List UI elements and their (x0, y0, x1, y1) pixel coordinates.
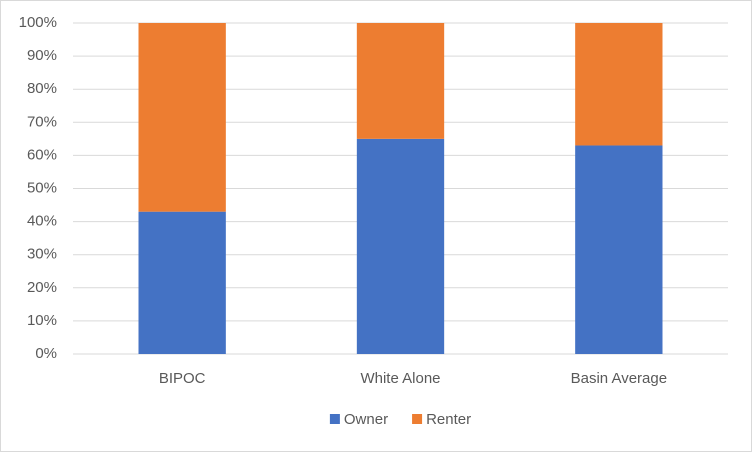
y-tick-label: 90% (27, 47, 57, 64)
y-tick-label: 40% (27, 213, 57, 230)
bar-segment (138, 23, 226, 212)
legend-swatch (329, 414, 340, 424)
legend-label: Owner (344, 411, 388, 428)
y-tick-label: 70% (27, 113, 57, 130)
bar-segment (356, 138, 445, 354)
y-tick-label: 80% (27, 80, 57, 97)
bar-segment (575, 23, 663, 146)
y-tick-label: 20% (27, 279, 57, 296)
y-tick-label: 100% (19, 14, 57, 31)
bar-segment (356, 23, 445, 139)
legend-swatch (412, 414, 423, 424)
y-tick-label: 10% (27, 312, 57, 329)
y-tick-label: 50% (27, 179, 57, 196)
bar-segment (575, 145, 663, 354)
x-tick-label: White Alone (360, 370, 440, 387)
y-tick-label: 30% (27, 246, 57, 263)
x-tick-label: BIPOC (159, 370, 206, 387)
x-tick-label: Basin Average (571, 370, 667, 387)
legend-label: Renter (426, 411, 471, 428)
bar-segment (138, 211, 226, 354)
y-tick-label: 0% (35, 345, 57, 362)
y-tick-label: 60% (27, 146, 57, 163)
